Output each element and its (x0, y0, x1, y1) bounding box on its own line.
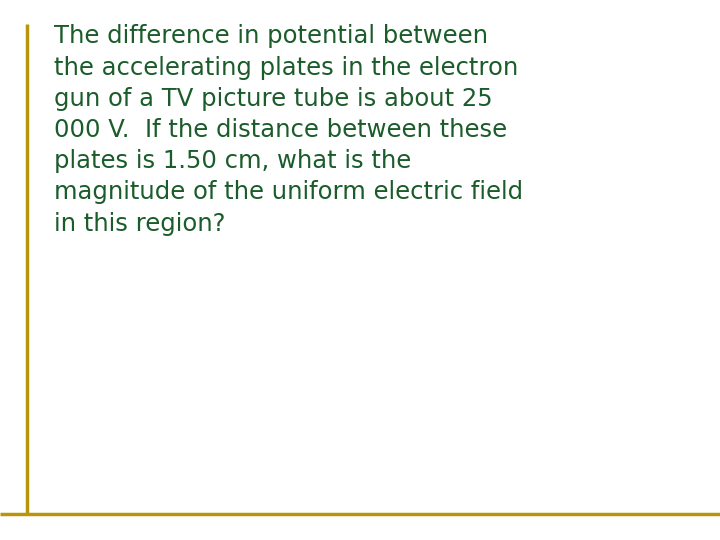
Text: The difference in potential between
the accelerating plates in the electron
gun : The difference in potential between the … (54, 24, 523, 235)
